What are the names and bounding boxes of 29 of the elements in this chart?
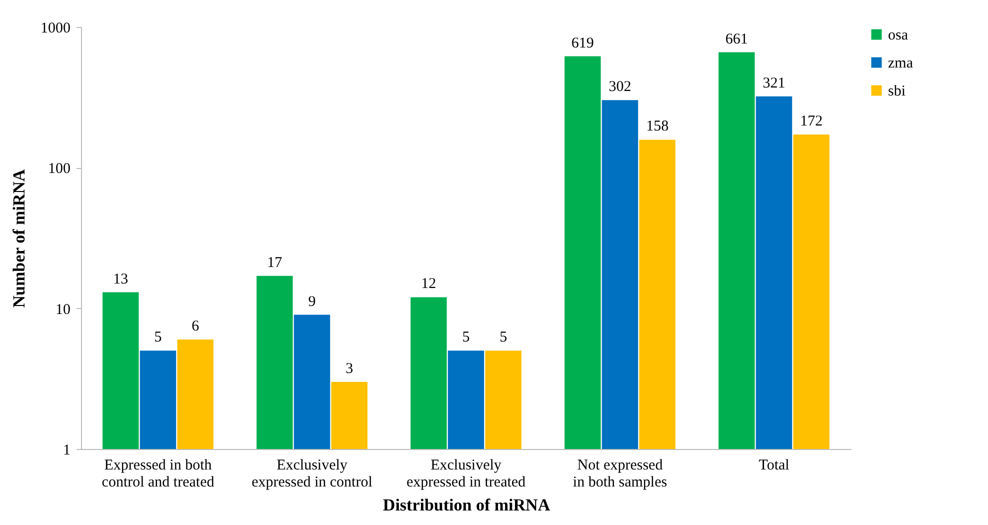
data-label: 172 [800, 114, 823, 130]
data-label: 158 [646, 118, 669, 135]
data-label: 5 [154, 330, 162, 346]
x-tick-label: Exclusively expressed in treated [406, 458, 526, 490]
legend-label: zma [888, 56, 914, 72]
data-label: 6 [192, 318, 200, 335]
y-axis-title: Number of miRNA [10, 168, 28, 308]
data-label: 5 [462, 330, 470, 346]
y-tick-label: 1 [63, 442, 70, 458]
data-label: 5 [500, 330, 508, 346]
legend-label: sbi [888, 84, 906, 100]
data-label: 302 [608, 79, 632, 96]
y-tick-label: 100 [48, 161, 70, 178]
data-label: 9 [308, 294, 316, 310]
data-label: 661 [725, 31, 748, 48]
y-tick-label: 1000 [40, 20, 70, 36]
data-label: 17 [267, 254, 283, 271]
y-tick-label: 10 [56, 302, 70, 318]
data-label: 12 [421, 276, 436, 292]
x-tick-label: Total [758, 458, 790, 474]
x-tick-label: Not expressed in both samples [572, 458, 668, 490]
legend-label: osa [888, 28, 908, 44]
x-axis-title: Distribution of miRNA [382, 496, 551, 514]
data-label: 3 [346, 360, 354, 377]
x-tick-label: Exclusively expressed in control [252, 458, 372, 490]
data-label: 619 [571, 35, 594, 52]
x-tick-label: Expressed in both control and treated [102, 458, 215, 490]
data-label: 13 [113, 271, 128, 288]
data-label: 321 [762, 75, 786, 92]
